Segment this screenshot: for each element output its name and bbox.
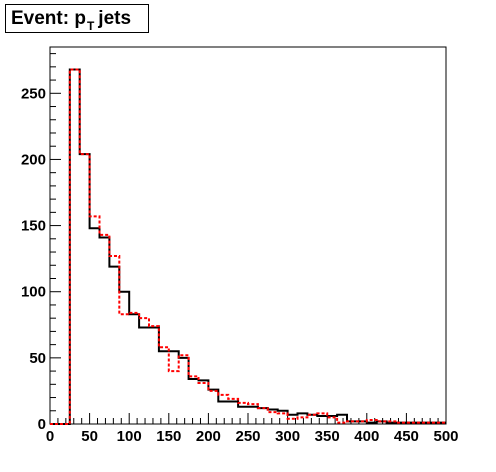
x-tick-label: 200: [196, 428, 221, 445]
x-tick-label: 100: [117, 428, 142, 445]
title-subscript: T: [86, 19, 95, 33]
histogram-black-solid: [50, 68, 446, 425]
histogram-title: Event: pT jets: [5, 4, 149, 33]
series-layer: [50, 68, 446, 425]
x-tick-label: 350: [315, 428, 340, 445]
title-main: Event: p: [11, 8, 86, 29]
x-tick-label: 500: [433, 428, 458, 445]
y-tick-label: 200: [21, 151, 46, 168]
x-tick-label: 0: [46, 428, 54, 445]
y-tick-label: 0: [38, 416, 46, 433]
y-tick-label: 50: [29, 350, 46, 367]
x-tick-label: 150: [156, 428, 181, 445]
y-tick-label: 250: [21, 85, 46, 102]
y-tick-label: 150: [21, 218, 46, 235]
x-tick-label: 450: [394, 428, 419, 445]
x-tick-labels: 0 50 100 150 200 250 300 350 400 450 500: [46, 428, 459, 445]
x-tick-label: 50: [81, 428, 98, 445]
histogram-red-dashed: [50, 68, 446, 425]
plot-frame: [49, 46, 447, 425]
y-tick-label: 100: [21, 284, 46, 301]
x-tick-label: 300: [275, 428, 300, 445]
x-tick-label: 250: [235, 428, 260, 445]
y-tick-labels: 0 50 100 150 200 250: [21, 85, 46, 433]
title-suffix: jets: [98, 8, 132, 29]
x-tick-label: 400: [354, 428, 379, 445]
